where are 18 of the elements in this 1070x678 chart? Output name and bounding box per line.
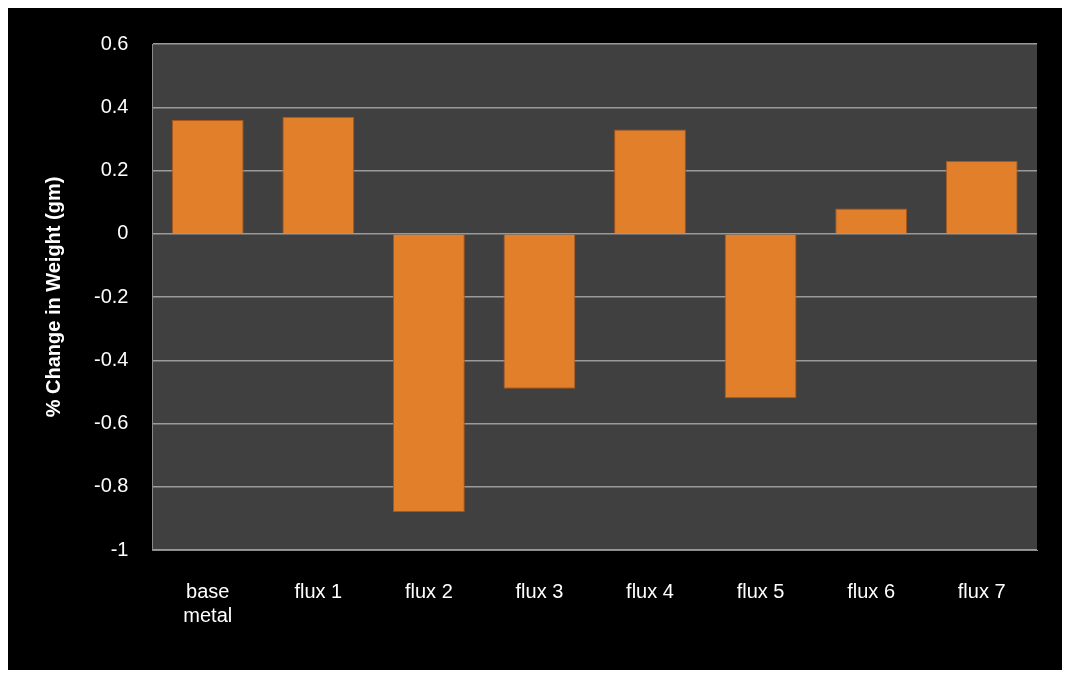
x-tick-label: flux 6: [847, 579, 896, 602]
y-tick-label: 0.6: [100, 31, 129, 54]
y-tick-label: -0.6: [93, 411, 129, 434]
x-tick-label: flux 1: [294, 579, 343, 602]
y-tick-label: -0.4: [93, 347, 129, 370]
x-tick-label: flux 4: [626, 579, 674, 602]
x-tick-label: base metal: [183, 579, 233, 626]
x-tick-label: flux 5: [736, 579, 785, 602]
y-tick-label: -0.8: [93, 474, 129, 497]
y-tick-label: 0.2: [100, 158, 129, 181]
y-tick-label: -0.2: [93, 284, 129, 307]
x-tick-label: flux 2: [404, 579, 453, 602]
y-tick-label: 0: [117, 221, 129, 244]
y-tick-label: -1: [110, 537, 129, 560]
y-tick-label: 0.4: [100, 94, 129, 117]
x-tick-label: flux 7: [957, 579, 1006, 602]
x-tick-label: flux 3: [515, 579, 564, 602]
y-axis-title: % Change in Weight (gm): [41, 176, 64, 418]
